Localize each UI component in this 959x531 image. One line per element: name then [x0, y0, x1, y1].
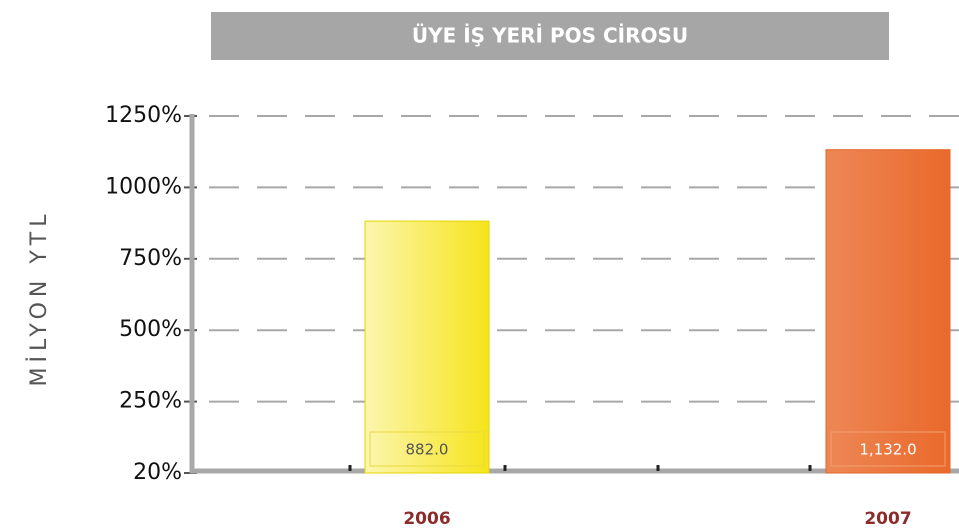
y-tick-label: 20%: [133, 460, 182, 485]
value-label-box: [830, 431, 946, 467]
value-label: 1,132.0: [859, 441, 916, 459]
x-tick-label: 2006: [403, 509, 450, 529]
y-tick-label: 750%: [119, 246, 182, 271]
chart-title: ÜYE İŞ YERİ POS CİROSU: [412, 24, 688, 48]
bar: [364, 220, 490, 474]
x-tick-label: 2007: [864, 509, 911, 529]
y-tick-label: 1000%: [105, 174, 182, 199]
bar: [825, 149, 951, 474]
y-tick-label: 1250%: [105, 103, 182, 128]
value-label: 882.0: [406, 441, 449, 459]
title-box: [211, 12, 889, 60]
y-tick-label: 250%: [119, 389, 182, 414]
value-label-box: [369, 431, 485, 467]
y-tick-label: 500%: [119, 317, 182, 342]
y-axis-label: MİLYON YTL: [26, 210, 52, 387]
